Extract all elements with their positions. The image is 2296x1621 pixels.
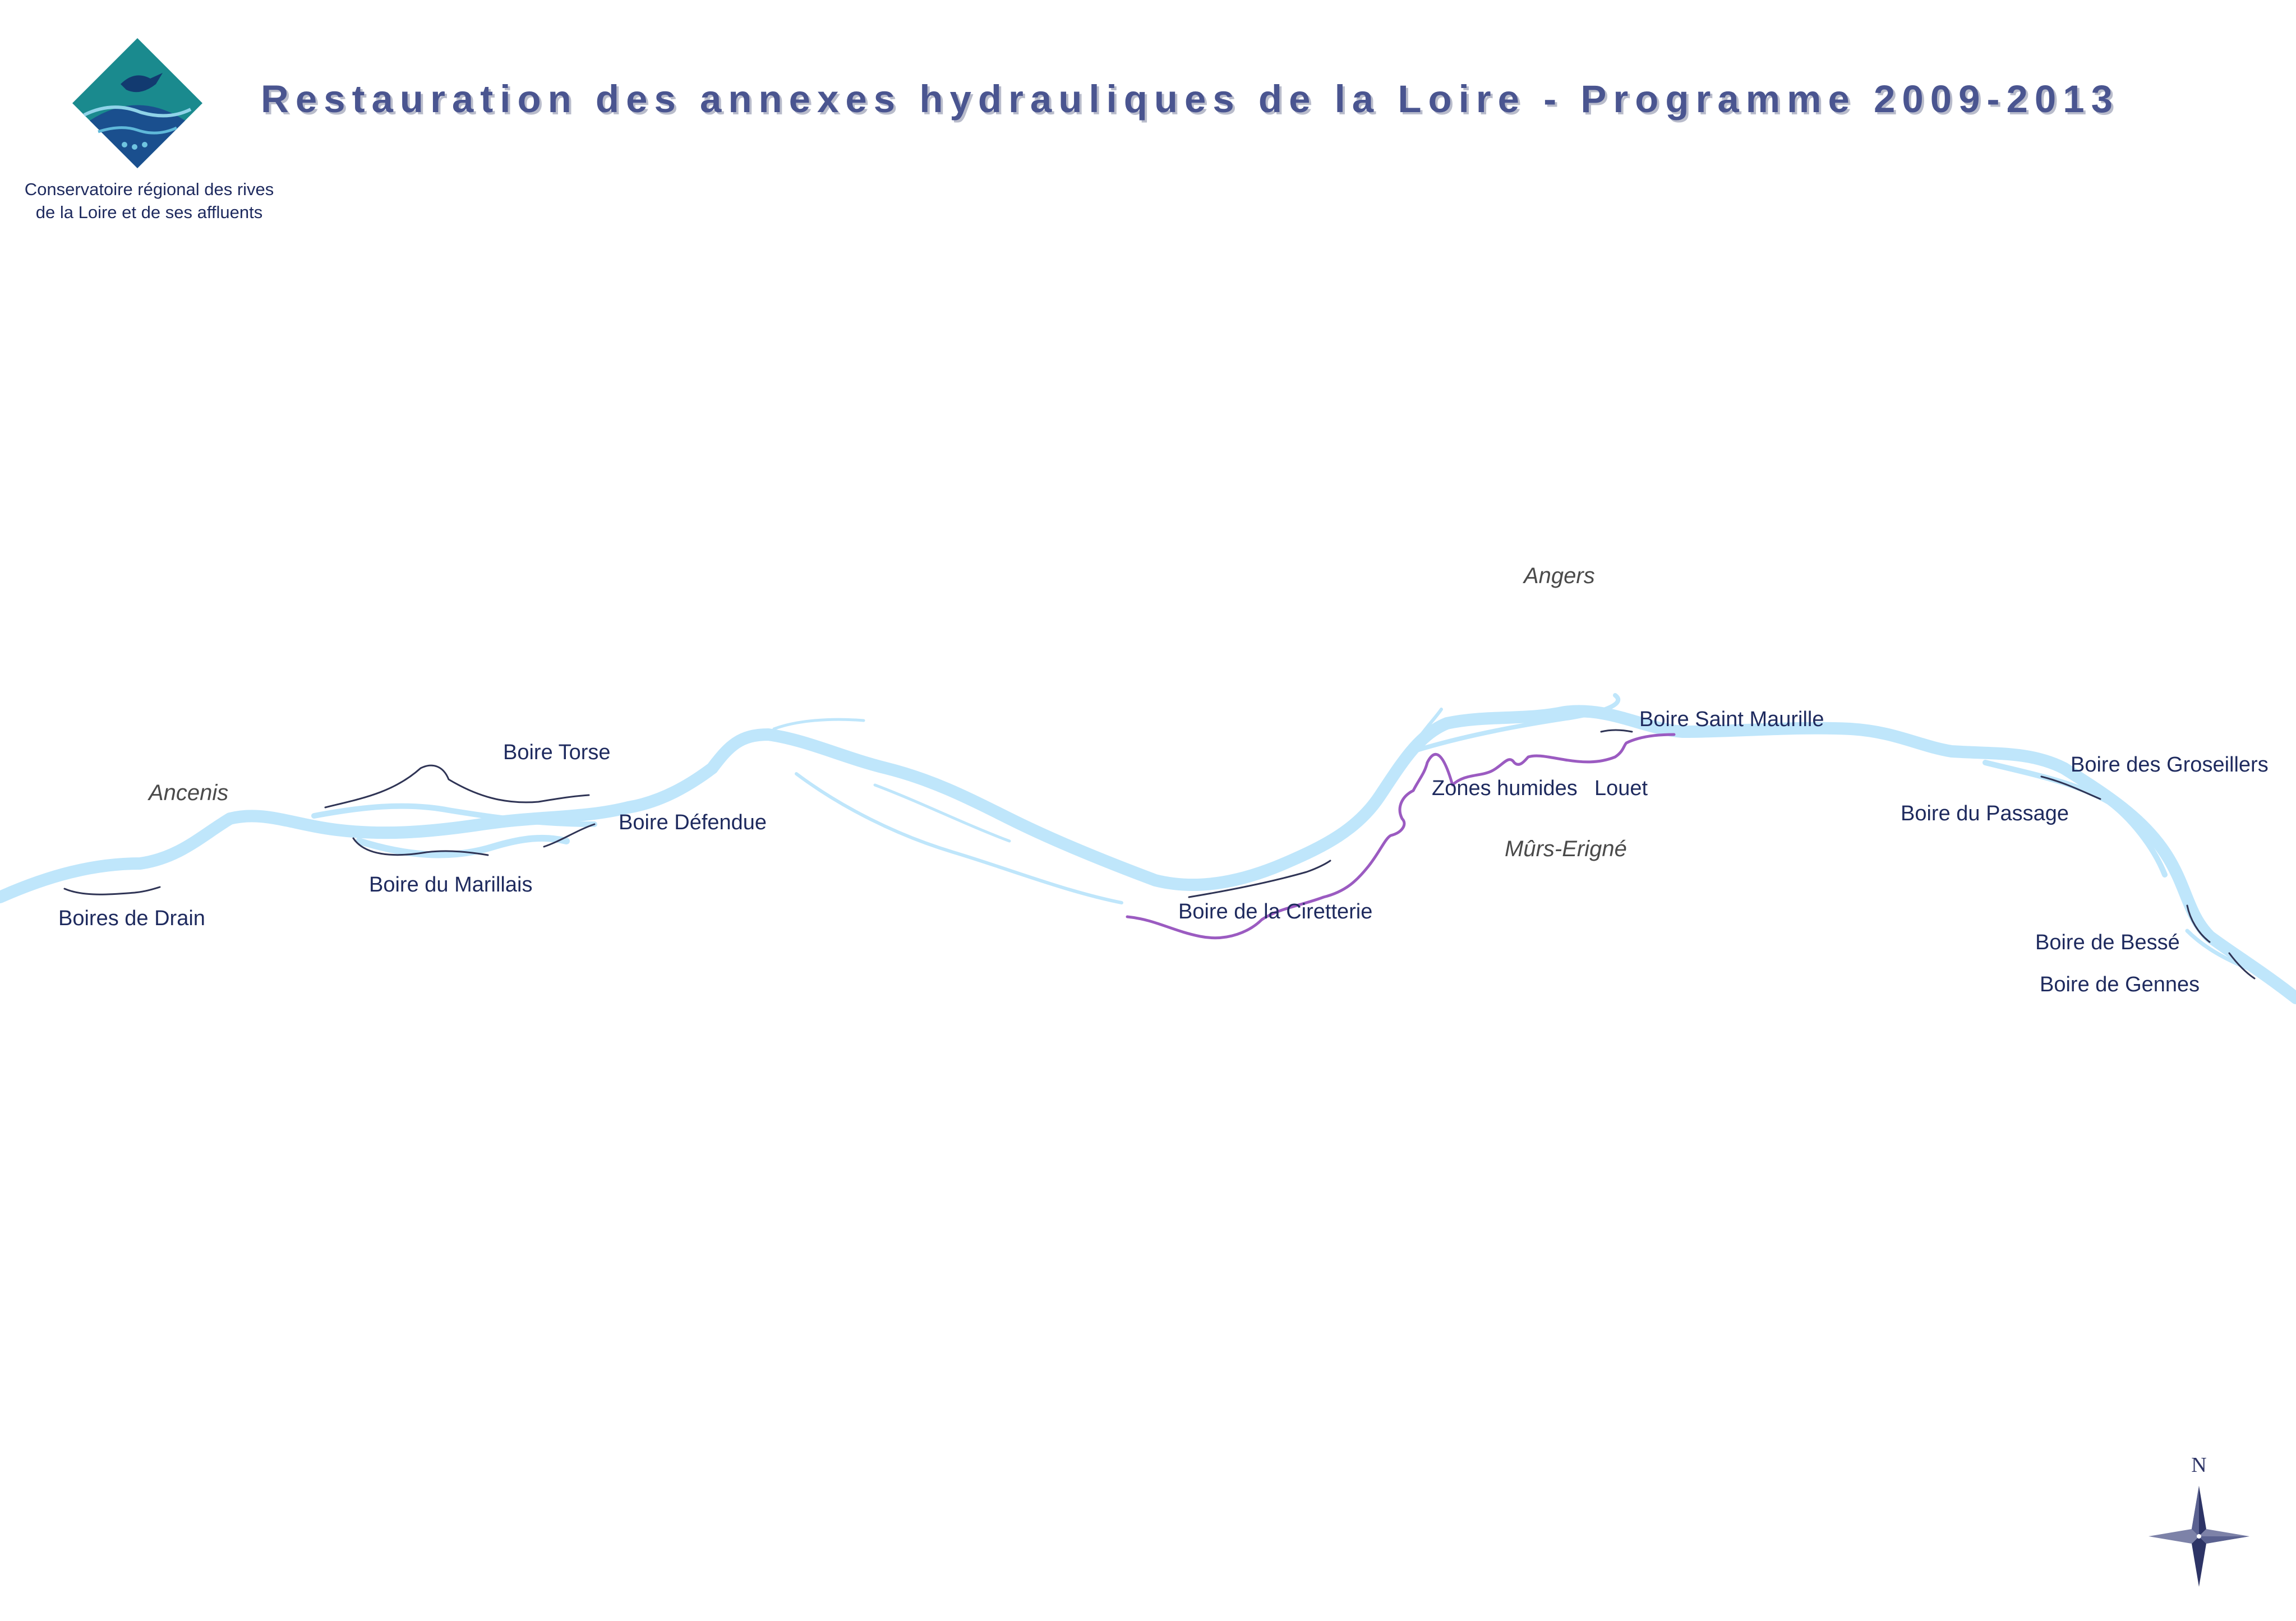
annex-boire-de-gennes <box>2228 952 2256 980</box>
conservatoire-fish-logo-icon <box>72 38 202 168</box>
site-label-boire-de-besse: Boire de Bessé <box>2035 931 2180 954</box>
loire-side-arm-marillais <box>356 834 570 858</box>
town-labels: Ancenis Angers Mûrs-Erigné <box>147 564 1627 861</box>
loire-side-arm-ciretterie-1 <box>795 772 1123 904</box>
town-label-murs-erigne: Mûrs-Erigné <box>1505 837 1627 861</box>
town-label-ancenis: Ancenis <box>147 781 228 805</box>
site-label-boire-saint-maurille: Boire Saint Maurille <box>1639 708 1824 731</box>
loire-side-arm-gennes <box>2185 929 2268 978</box>
annex-boire-de-besse <box>2186 904 2211 943</box>
map-title: Restauration des annexes hydrauliques de… <box>261 77 2122 123</box>
loire-side-arm-ancenis <box>311 803 597 827</box>
organization-name-line1: Conservatoire régional des rives <box>25 179 274 199</box>
loire-side-arm-groseillers <box>1983 760 2168 878</box>
site-label-boire-du-marillais: Boire du Marillais <box>369 873 532 897</box>
loire-river <box>0 693 2296 1004</box>
compass-north-label: N <box>2191 1453 2206 1477</box>
site-labels: Boires de Drain Boire du Marillais Boire… <box>58 708 2269 996</box>
annex-boire-de-la-ciretterie <box>1188 860 1331 898</box>
site-label-boire-du-passage: Boire du Passage <box>1901 802 2069 825</box>
organization-name-line2: de la Loire et de ses affluents <box>36 202 262 222</box>
site-label-boire-torse: Boire Torse <box>503 741 611 764</box>
annex-boire-saint-maurille <box>1600 729 1633 733</box>
site-label-boire-des-groseillers: Boire des Groseillers <box>2071 753 2269 777</box>
conservatoire-logo: Conservatoire régional des rives de la L… <box>25 38 274 222</box>
compass-rose-icon <box>2149 1486 2249 1587</box>
louet-branch <box>1126 733 1676 940</box>
compass-rose: N <box>2149 1453 2249 1587</box>
annex-boire-du-passage <box>2040 775 2101 800</box>
site-label-louet: Louet <box>1594 777 1648 800</box>
annex-boire-torse <box>324 764 590 809</box>
town-label-angers: Angers <box>1523 564 1595 588</box>
loire-side-arm-ciretterie-2 <box>873 783 1011 843</box>
site-label-boire-de-gennes: Boire de Gennes <box>2040 973 2200 996</box>
loire-tributary-north <box>1412 708 1443 747</box>
loire-side-arm-angers <box>1411 693 1621 754</box>
map-title-shadow: Restauration des annexes hydrauliques de… <box>263 80 2122 123</box>
hydraulic-annexes <box>63 729 2256 980</box>
loire-channel-louet-start <box>772 718 865 731</box>
site-label-zones-humides: Zones humides <box>1432 777 1578 800</box>
map-title-text: Restauration des annexes hydrauliques de… <box>261 77 2119 121</box>
site-label-boire-de-la-ciretterie: Boire de la Ciretterie <box>1178 900 1372 923</box>
annex-boire-du-marillais <box>352 837 489 856</box>
site-label-boires-de-drain: Boires de Drain <box>58 907 205 930</box>
site-label-boire-defendue: Boire Défendue <box>619 811 767 834</box>
annex-boires-de-drain <box>63 886 161 895</box>
annex-boire-defendue <box>543 823 596 848</box>
loire-main-channel <box>0 705 2296 1004</box>
